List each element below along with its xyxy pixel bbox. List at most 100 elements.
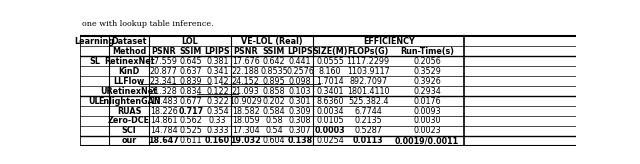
- Text: PSNR: PSNR: [151, 47, 176, 56]
- Text: 0.2576: 0.2576: [286, 67, 314, 76]
- Text: 21.093: 21.093: [232, 87, 260, 95]
- Text: 14.861: 14.861: [150, 116, 177, 125]
- Text: 14.784: 14.784: [150, 126, 177, 135]
- Text: LPIPS: LPIPS: [205, 47, 230, 56]
- Text: 0.0105: 0.0105: [316, 116, 344, 125]
- Text: SL: SL: [89, 57, 100, 66]
- Text: 1801.4110: 1801.4110: [347, 87, 389, 95]
- Text: 18.059: 18.059: [232, 116, 260, 125]
- Text: 0.0030: 0.0030: [413, 116, 441, 125]
- Text: 0.562: 0.562: [179, 116, 202, 125]
- Text: 23.341: 23.341: [150, 77, 177, 86]
- Text: 8.6360: 8.6360: [316, 97, 344, 105]
- Text: 0.637: 0.637: [180, 67, 202, 76]
- Text: 0.525: 0.525: [179, 126, 202, 135]
- Text: 0.645: 0.645: [180, 57, 202, 66]
- Text: 17.559: 17.559: [150, 57, 177, 66]
- Text: URetinexNet: URetinexNet: [100, 87, 157, 95]
- Text: 0.2135: 0.2135: [355, 116, 382, 125]
- Text: 0.642: 0.642: [262, 57, 285, 66]
- Text: 0.098: 0.098: [289, 77, 312, 86]
- Text: 18.226: 18.226: [150, 106, 177, 115]
- Text: 1117.2299: 1117.2299: [347, 57, 390, 66]
- Text: 0.0034: 0.0034: [316, 106, 344, 115]
- Text: 0.677: 0.677: [179, 97, 202, 105]
- Text: 0.3926: 0.3926: [413, 77, 441, 86]
- Text: 0.341: 0.341: [206, 67, 228, 76]
- Text: 0.122: 0.122: [206, 87, 228, 95]
- Text: 0.309: 0.309: [289, 106, 312, 115]
- Text: 0.103: 0.103: [289, 87, 312, 95]
- Text: 18.647: 18.647: [148, 136, 179, 145]
- Text: 0.307: 0.307: [289, 126, 312, 135]
- Text: FLOPs(G): FLOPs(G): [348, 47, 389, 56]
- Text: 0.604: 0.604: [262, 136, 285, 145]
- Text: 0.142: 0.142: [206, 77, 228, 86]
- Text: 0.202: 0.202: [262, 97, 285, 105]
- Text: 0.33: 0.33: [209, 116, 226, 125]
- Text: 0.839: 0.839: [180, 77, 202, 86]
- Text: 17.304: 17.304: [232, 126, 259, 135]
- Text: 0.381: 0.381: [206, 57, 228, 66]
- Text: 0.2934: 0.2934: [413, 87, 441, 95]
- Text: 0.0023: 0.0023: [413, 126, 441, 135]
- Text: 17.676: 17.676: [232, 57, 260, 66]
- Text: 0.322: 0.322: [206, 97, 228, 105]
- Text: 0.8535: 0.8535: [260, 67, 288, 76]
- Text: 0.308: 0.308: [289, 116, 312, 125]
- Text: 0.0254: 0.0254: [316, 136, 344, 145]
- Text: SSIM: SSIM: [180, 47, 202, 56]
- Text: 0.5287: 0.5287: [354, 126, 382, 135]
- Text: RUAS: RUAS: [117, 106, 141, 115]
- Text: 0.3529: 0.3529: [413, 67, 441, 76]
- Text: 0.717: 0.717: [179, 106, 204, 115]
- Text: EnlightenGAN: EnlightenGAN: [98, 97, 161, 105]
- Text: 0.858: 0.858: [262, 87, 285, 95]
- Text: 892.7097: 892.7097: [349, 77, 387, 86]
- Text: 8.160: 8.160: [319, 67, 341, 76]
- Text: 0.0176: 0.0176: [413, 97, 441, 105]
- Text: Method: Method: [112, 47, 146, 56]
- Text: 0.611: 0.611: [180, 136, 202, 145]
- Text: RetinexNet: RetinexNet: [104, 57, 154, 66]
- Text: 0.0093: 0.0093: [413, 106, 441, 115]
- Text: UL: UL: [88, 97, 100, 105]
- Text: 0.0555: 0.0555: [316, 57, 344, 66]
- Text: SSIM: SSIM: [263, 47, 285, 56]
- Text: 19.032: 19.032: [230, 136, 261, 145]
- Text: Learning: Learning: [74, 37, 115, 46]
- Text: 0.54: 0.54: [265, 126, 283, 135]
- Text: 0.441: 0.441: [289, 57, 312, 66]
- Text: 10.9029: 10.9029: [229, 97, 262, 105]
- Text: 0.0113: 0.0113: [353, 136, 383, 145]
- Text: 0.333: 0.333: [206, 126, 228, 135]
- Text: 1.7014: 1.7014: [316, 77, 344, 86]
- Text: EFFICIENCY: EFFICIENCY: [363, 37, 415, 46]
- Text: KinD: KinD: [118, 67, 140, 76]
- Text: 0.2056: 0.2056: [413, 57, 441, 66]
- Text: 0.895: 0.895: [262, 77, 285, 86]
- Text: 0.58: 0.58: [265, 116, 283, 125]
- Text: 18.582: 18.582: [232, 106, 260, 115]
- Text: 0.138: 0.138: [287, 136, 313, 145]
- Text: 0.0003: 0.0003: [315, 126, 346, 135]
- Text: Run-Time(s): Run-Time(s): [400, 47, 454, 56]
- Text: 0.584: 0.584: [262, 106, 285, 115]
- Text: 0.301: 0.301: [289, 97, 312, 105]
- Text: 20.877: 20.877: [150, 67, 177, 76]
- Text: one with lookup table inference.: one with lookup table inference.: [82, 20, 214, 28]
- Text: 21.328: 21.328: [150, 87, 177, 95]
- Text: 0.160: 0.160: [205, 136, 230, 145]
- Text: LOL: LOL: [182, 37, 198, 46]
- Text: 525.382.4: 525.382.4: [348, 97, 388, 105]
- Text: 17.483: 17.483: [150, 97, 177, 105]
- Text: SIZE(M): SIZE(M): [312, 47, 348, 56]
- Text: 0.3401: 0.3401: [316, 87, 344, 95]
- Text: 22.188: 22.188: [232, 67, 260, 76]
- Text: 24.152: 24.152: [232, 77, 260, 86]
- Text: 0.354: 0.354: [206, 106, 228, 115]
- Text: Dataset: Dataset: [111, 37, 147, 46]
- Text: 6.7744: 6.7744: [355, 106, 382, 115]
- Text: 0.0019/0.0011: 0.0019/0.0011: [395, 136, 459, 145]
- Text: SCI: SCI: [122, 126, 136, 135]
